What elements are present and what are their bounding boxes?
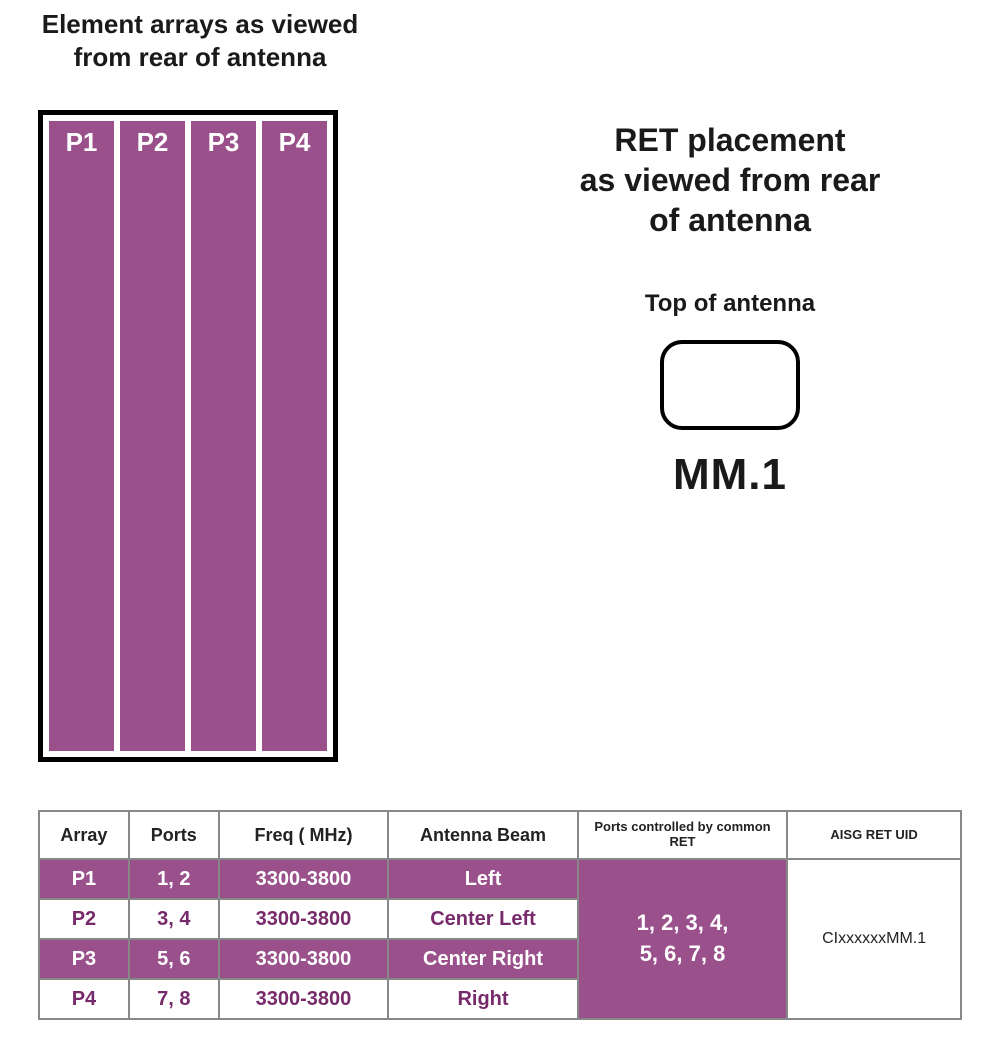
merged-ret-line1: 1, 2, 3, 4, — [637, 910, 729, 935]
header-ports: Ports — [129, 811, 219, 859]
ret-placement-title: RET placement as viewed from rear of ant… — [480, 120, 980, 240]
cell-freq: 3300-3800 — [219, 899, 389, 939]
array-column-p2: P2 — [120, 121, 185, 751]
array-column-p4: P4 — [262, 121, 327, 751]
header-array: Array — [39, 811, 129, 859]
table-header-row: Array Ports Freq ( MHz) Antenna Beam Por… — [39, 811, 961, 859]
title-right-line1: RET placement — [614, 122, 845, 158]
cell-freq: 3300-3800 — [219, 859, 389, 899]
cell-freq: 3300-3800 — [219, 979, 389, 1019]
top-of-antenna-label: Top of antenna — [480, 290, 980, 318]
title-left-line1: Element arrays as viewed — [42, 9, 359, 39]
cell-ports: 1, 2 — [129, 859, 219, 899]
cell-beam: Center Left — [388, 899, 578, 939]
cell-ports: 5, 6 — [129, 939, 219, 979]
antenna-array-diagram: P1 P2 P3 P4 — [38, 110, 338, 762]
cell-merged-uid: CIxxxxxxMM.1 — [787, 859, 961, 1019]
array-column-p3: P3 — [191, 121, 256, 751]
header-ret: Ports controlled by common RET — [578, 811, 787, 859]
array-label-p3: P3 — [191, 127, 256, 158]
cell-beam: Center Right — [388, 939, 578, 979]
element-arrays-title: Element arrays as viewed from rear of an… — [0, 8, 400, 73]
title-right-line2: as viewed from rear — [580, 162, 881, 198]
cell-array: P4 — [39, 979, 129, 1019]
header-uid: AISG RET UID — [787, 811, 961, 859]
table-row: P1 1, 2 3300-3800 Left 1, 2, 3, 4, 5, 6,… — [39, 859, 961, 899]
cell-freq: 3300-3800 — [219, 939, 389, 979]
ret-module-icon — [660, 340, 800, 430]
cell-merged-ret: 1, 2, 3, 4, 5, 6, 7, 8 — [578, 859, 787, 1019]
port-assignment-table: Array Ports Freq ( MHz) Antenna Beam Por… — [38, 810, 962, 1020]
title-right-line3: of antenna — [649, 202, 811, 238]
cell-ports: 7, 8 — [129, 979, 219, 1019]
cell-beam: Left — [388, 859, 578, 899]
array-label-p1: P1 — [49, 127, 114, 158]
array-column-p1: P1 — [49, 121, 114, 751]
header-freq: Freq ( MHz) — [219, 811, 389, 859]
cell-array: P1 — [39, 859, 129, 899]
array-label-p2: P2 — [120, 127, 185, 158]
cell-array: P3 — [39, 939, 129, 979]
ret-module-label: MM.1 — [480, 450, 980, 500]
array-label-p4: P4 — [262, 127, 327, 158]
cell-array: P2 — [39, 899, 129, 939]
cell-beam: Right — [388, 979, 578, 1019]
cell-ports: 3, 4 — [129, 899, 219, 939]
header-beam: Antenna Beam — [388, 811, 578, 859]
title-left-line2: from rear of antenna — [74, 42, 327, 72]
merged-ret-line2: 5, 6, 7, 8 — [640, 941, 726, 966]
